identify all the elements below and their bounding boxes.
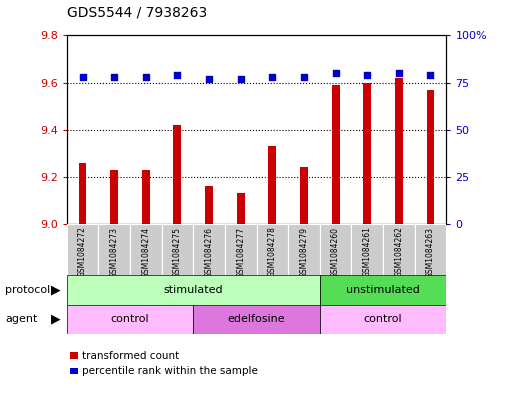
Text: GSM1084279: GSM1084279 <box>300 226 308 277</box>
Text: stimulated: stimulated <box>164 285 223 295</box>
Bar <box>205 186 213 224</box>
Bar <box>173 125 182 224</box>
Bar <box>110 170 118 224</box>
Bar <box>383 224 415 275</box>
Bar <box>288 224 320 275</box>
Point <box>110 74 118 80</box>
Text: GSM1084262: GSM1084262 <box>394 226 403 277</box>
Bar <box>78 163 87 224</box>
Text: GSM1084272: GSM1084272 <box>78 226 87 277</box>
Bar <box>225 224 256 275</box>
Point <box>268 74 277 80</box>
Text: GDS5544 / 7938263: GDS5544 / 7938263 <box>67 6 207 20</box>
Text: GSM1084275: GSM1084275 <box>173 226 182 277</box>
Point <box>300 74 308 80</box>
Bar <box>351 224 383 275</box>
Text: unstimulated: unstimulated <box>346 285 420 295</box>
Point <box>205 75 213 82</box>
Bar <box>331 85 340 224</box>
Bar <box>320 275 446 305</box>
Point <box>331 70 340 76</box>
Bar <box>300 167 308 224</box>
Text: GSM1084277: GSM1084277 <box>236 226 245 277</box>
Text: control: control <box>364 314 402 324</box>
Text: GSM1084274: GSM1084274 <box>141 226 150 277</box>
Bar <box>130 224 162 275</box>
Text: GSM1084260: GSM1084260 <box>331 226 340 277</box>
Bar <box>70 367 77 375</box>
Bar <box>70 352 77 359</box>
Text: GSM1084263: GSM1084263 <box>426 226 435 277</box>
Text: agent: agent <box>5 314 37 324</box>
Text: control: control <box>111 314 149 324</box>
Bar <box>67 224 98 275</box>
Bar <box>268 146 277 224</box>
Text: ▶: ▶ <box>51 283 61 296</box>
Text: GSM1084261: GSM1084261 <box>363 226 372 277</box>
Bar <box>363 83 371 224</box>
Point <box>236 75 245 82</box>
Text: protocol: protocol <box>5 285 50 295</box>
Point <box>142 74 150 80</box>
Point <box>173 72 182 78</box>
Point <box>363 72 371 78</box>
Bar <box>193 224 225 275</box>
Bar <box>395 78 403 224</box>
Bar <box>320 305 446 334</box>
Bar <box>256 224 288 275</box>
Text: GSM1084273: GSM1084273 <box>110 226 119 277</box>
Text: ▶: ▶ <box>51 313 61 326</box>
Bar <box>67 275 320 305</box>
Bar <box>142 170 150 224</box>
Bar <box>193 305 320 334</box>
Bar <box>426 90 435 224</box>
Bar <box>162 224 193 275</box>
Bar <box>236 193 245 224</box>
Bar <box>320 224 351 275</box>
Point <box>426 72 435 78</box>
Point <box>394 70 403 76</box>
Bar <box>415 224 446 275</box>
Text: edelfosine: edelfosine <box>228 314 285 324</box>
Text: GSM1084276: GSM1084276 <box>205 226 213 277</box>
Text: percentile rank within the sample: percentile rank within the sample <box>82 366 258 376</box>
Text: transformed count: transformed count <box>82 351 180 361</box>
Point <box>78 74 87 80</box>
Bar <box>98 224 130 275</box>
Bar <box>67 305 193 334</box>
Text: GSM1084278: GSM1084278 <box>268 226 277 277</box>
